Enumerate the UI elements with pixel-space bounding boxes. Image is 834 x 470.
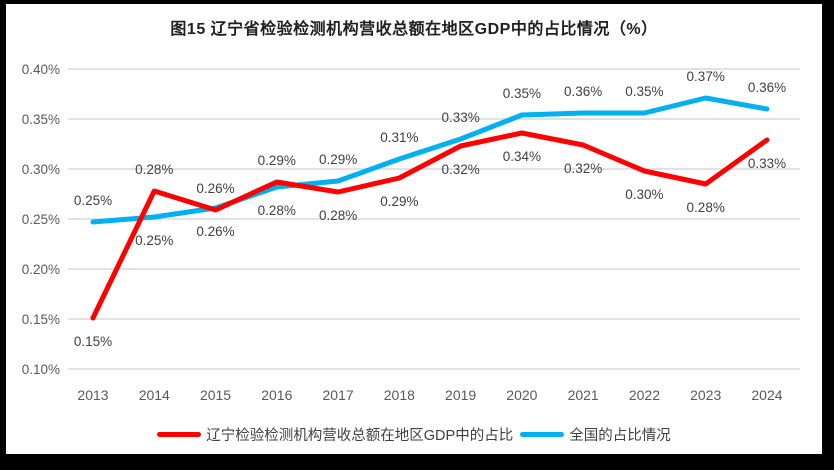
x-axis-tick-label: 2014 (139, 387, 170, 403)
blue-line-swatch (520, 432, 565, 437)
data-label-liaoning: 0.29% (380, 194, 418, 209)
x-axis-tick-label: 2016 (261, 387, 292, 403)
data-label-liaoning: 0.30% (625, 187, 663, 202)
data-label-liaoning: 0.28% (687, 200, 725, 215)
x-axis-tick-label: 2021 (568, 387, 599, 403)
data-label-liaoning: 0.28% (319, 208, 357, 223)
data-label-liaoning: 0.26% (196, 181, 234, 196)
data-label-national: 0.37% (687, 69, 725, 84)
data-label-liaoning: 0.28% (135, 162, 173, 177)
data-label-national: 0.29% (319, 152, 357, 167)
data-label-liaoning: 0.33% (748, 156, 786, 171)
line-chart-plot: 0.40% 0.35% 0.30% 0.25% 0.20% 0.15% 0.10% 2013 2… (22, 62, 800, 403)
y-axis-tick-label: 0.25% (22, 212, 60, 227)
data-label-liaoning: 0.29% (258, 153, 296, 168)
x-axis-tick-label: 2024 (751, 387, 782, 403)
series-line-national (90, 95, 770, 225)
chart-area: 图15 辽宁省检验检测机构营收总额在地区GDP中的占比情况（%） 0.40% 0.… (6, 4, 822, 454)
data-label-national: 0.31% (380, 130, 418, 145)
x-axis-tick-label: 2022 (629, 387, 660, 403)
data-label-national: 0.33% (441, 110, 479, 125)
x-axis-tick-label: 2023 (690, 387, 721, 403)
data-label-liaoning: 0.32% (441, 162, 479, 177)
x-axis-tick-label: 2018 (384, 387, 415, 403)
y-axis-tick-label: 0.10% (22, 362, 60, 377)
legend-item-liaoning: 辽宁检验检测机构营收总额在地区GDP中的占比 (157, 424, 513, 445)
data-label-national: 0.26% (196, 224, 234, 239)
legend-item-national: 全国的占比情况 (520, 424, 671, 445)
legend-label-liaoning: 辽宁检验检测机构营收总额在地区GDP中的占比 (206, 428, 514, 444)
y-axis-tick-label: 0.20% (22, 262, 60, 277)
x-axis-tick-label: 2020 (506, 387, 537, 403)
y-axis-tick-label: 0.40% (22, 62, 60, 77)
y-axis-tick-label: 0.30% (22, 162, 60, 177)
data-label-liaoning: 0.15% (74, 334, 112, 349)
data-label-national: 0.35% (625, 84, 663, 99)
chart-legend: 辽宁检验检测机构营收总额在地区GDP中的占比 全国的占比情况 (6, 424, 822, 445)
x-axis-tick-label: 2019 (445, 387, 476, 403)
y-axis-tick-label: 0.15% (22, 312, 60, 327)
data-label-national: 0.36% (748, 80, 786, 95)
red-line-swatch (157, 432, 202, 437)
data-label-liaoning: 0.32% (564, 161, 602, 176)
x-axis-tick-label: 2017 (323, 387, 354, 403)
data-label-national: 0.28% (258, 203, 296, 218)
data-label-national: 0.35% (503, 86, 541, 101)
series-line-liaoning (90, 130, 770, 321)
x-axis-tick-label: 2013 (77, 387, 108, 403)
data-label-national: 0.25% (135, 233, 173, 248)
chart-title: 图15 辽宁省检验检测机构营收总额在地区GDP中的占比情况（%） (170, 21, 658, 38)
data-label-national: 0.36% (564, 84, 602, 99)
y-axis-tick-label: 0.35% (22, 112, 60, 127)
x-axis-tick-label: 2015 (200, 387, 231, 403)
data-label-national: 0.25% (74, 193, 112, 208)
data-label-liaoning: 0.34% (503, 149, 541, 164)
legend-label-national: 全国的占比情况 (569, 428, 671, 444)
